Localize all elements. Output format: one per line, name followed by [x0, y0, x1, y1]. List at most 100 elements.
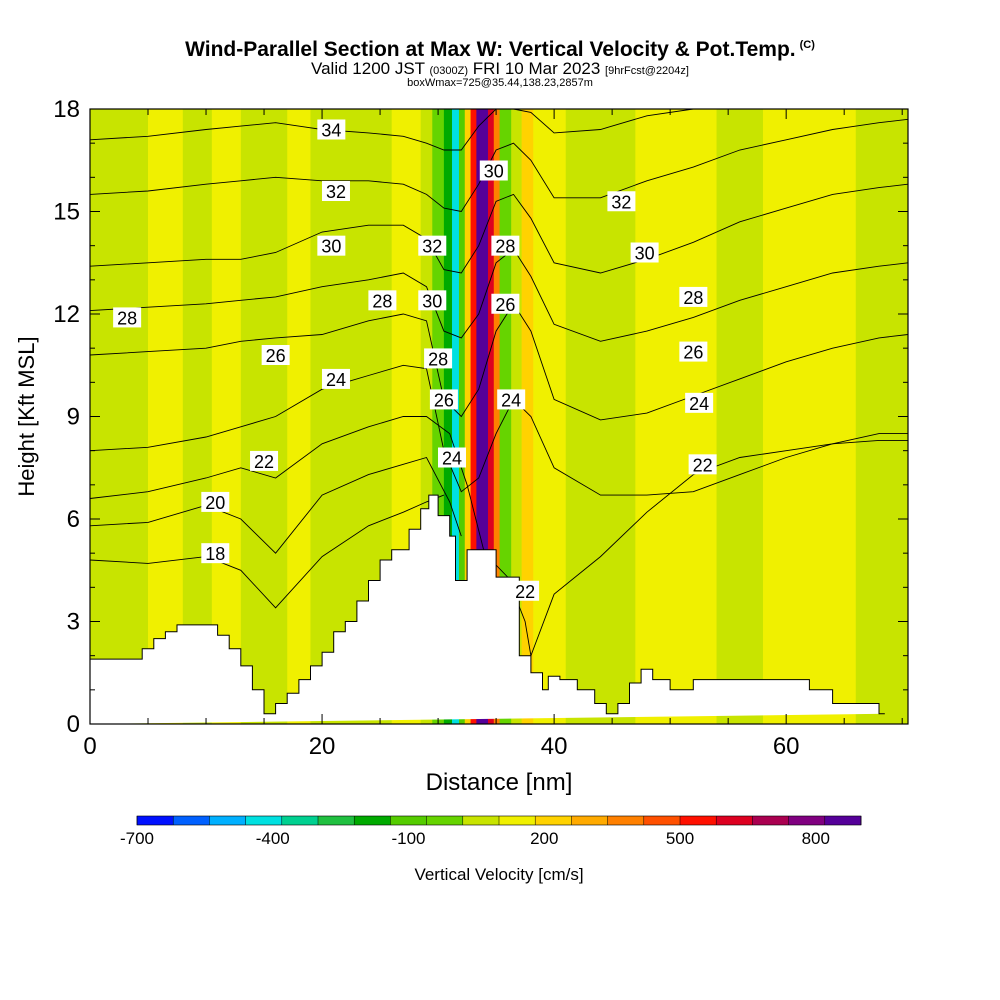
velocity-band — [493, 109, 501, 724]
colorbar-swatch — [137, 816, 174, 825]
colorbar-tick-label: 200 — [530, 829, 558, 848]
contour-30 — [89, 183, 909, 274]
colorbar-swatch — [281, 816, 319, 825]
velocity-band — [762, 109, 857, 724]
contour-label: 26 — [261, 345, 290, 366]
contour-label: 34 — [317, 119, 346, 141]
forecast-tag: [9hrFcst@2204z] — [605, 65, 689, 77]
colorbar-tick-label: 500 — [666, 829, 694, 848]
x-tick-label: 40 — [541, 733, 568, 760]
chart-subtitle: Valid 1200 JST (0300Z) FRI 10 Mar 2023 [… — [0, 60, 1000, 80]
contour-label-text: 24 — [689, 394, 709, 414]
contour-label: 28 — [424, 348, 453, 369]
contour-label-text: 28 — [117, 308, 137, 328]
contour-label: 26 — [679, 341, 708, 363]
velocity-band — [521, 109, 534, 724]
colorbar-swatch — [824, 816, 862, 825]
colorbar-tick-label: -100 — [391, 829, 425, 848]
box-info: boxWmax=725@35.44,138.23,2857m — [407, 77, 593, 89]
colorbar-swatch — [173, 816, 210, 825]
velocity-band — [499, 109, 512, 724]
colorbar-tick-label: 800 — [802, 829, 830, 848]
colorbar-swatch — [318, 816, 355, 825]
contour-26 — [89, 302, 909, 421]
velocity-band — [458, 109, 466, 724]
contour-label-text: 20 — [205, 493, 225, 513]
contour-label-text: 26 — [495, 295, 515, 315]
velocity-band — [240, 109, 288, 724]
x-tick-label: 20 — [309, 733, 336, 760]
contour-label: 24 — [321, 368, 350, 390]
contour-label-text: 32 — [422, 237, 442, 257]
colorbar-swatch — [245, 816, 283, 825]
contour-label-text: 28 — [372, 291, 392, 311]
velocity-band — [670, 109, 718, 724]
velocity-band — [443, 109, 453, 724]
contour-label: 20 — [201, 491, 230, 513]
contour-label: 22 — [688, 454, 717, 475]
contour-label-text: 30 — [321, 237, 341, 257]
contour-18 — [89, 494, 445, 609]
contour-label: 30 — [630, 242, 659, 264]
contour-label-text: 28 — [428, 349, 448, 369]
velocity-band — [533, 109, 567, 724]
contour-label-text: 22 — [254, 452, 274, 472]
contour-label-text: 18 — [205, 544, 225, 564]
contour-label: 32 — [418, 235, 447, 257]
x-tick-label: 60 — [773, 733, 800, 760]
velocity-band — [464, 109, 472, 724]
contour-label-text: 32 — [326, 182, 346, 202]
y-tick-label: 15 — [53, 199, 80, 226]
contour-label: 26 — [429, 389, 458, 410]
contour-label-text: 32 — [611, 192, 631, 212]
contour-label-text: 22 — [693, 455, 713, 475]
contour-label-text: 34 — [321, 121, 341, 141]
contour-28 — [89, 248, 909, 342]
colorbar-swatch — [390, 816, 427, 825]
colorbar-swatch — [209, 816, 246, 825]
velocity-band — [211, 109, 242, 724]
contour-label-text: 28 — [683, 288, 703, 308]
y-tick-label: 3 — [67, 609, 80, 636]
contour-20 — [89, 456, 462, 554]
contour-labels: 34 32 30 28 28 26 24 22 20 18 32 30 28 26 24 30 28 26 24 22… — [113, 119, 717, 602]
velocity-band — [182, 109, 213, 724]
contour-label: 24 — [497, 389, 526, 410]
velocity-band — [287, 109, 311, 724]
terrain-mask — [89, 494, 885, 724]
colorbar-swatch — [535, 816, 572, 825]
y-tick-label: 6 — [67, 506, 80, 533]
colorbar-swatch — [571, 816, 608, 825]
contour-label: 24 — [438, 447, 467, 469]
y-tick-label: 9 — [67, 404, 80, 431]
colorbar-tick-label: -700 — [120, 829, 154, 848]
contour-label: 24 — [685, 392, 714, 414]
contour-label-text: 30 — [422, 291, 442, 311]
contour-label: 28 — [113, 307, 142, 328]
contour-label-text: 24 — [326, 370, 346, 390]
colorbar-swatch — [354, 816, 391, 825]
colorbar-swatch — [462, 816, 500, 825]
y-tick-label: 0 — [67, 711, 80, 738]
contour-label: 22 — [250, 450, 279, 472]
contour-label: 30 — [317, 235, 346, 257]
x-tick-label: 0 — [83, 733, 96, 760]
y-axis-label: Height [Kft MSL] — [14, 336, 39, 496]
colorbar-tick-label: -400 — [256, 829, 290, 848]
contour-label: 32 — [321, 181, 350, 202]
contour-label: 28 — [491, 235, 520, 257]
contour-label-text: 26 — [266, 346, 286, 366]
contour-label: 18 — [201, 543, 230, 564]
contour-label: 28 — [368, 290, 397, 311]
contour-label-text: 30 — [635, 244, 655, 264]
contour-24 — [89, 364, 908, 496]
title-mark: (C) — [799, 39, 815, 51]
contour-label-text: 30 — [484, 162, 504, 182]
velocity-band — [635, 109, 671, 724]
colorbar-swatch — [680, 816, 717, 825]
colorbar-swatch — [607, 816, 645, 825]
velocity-band — [487, 109, 495, 724]
contour-label-text: 26 — [434, 390, 454, 410]
contour-label-text: 24 — [442, 449, 462, 469]
